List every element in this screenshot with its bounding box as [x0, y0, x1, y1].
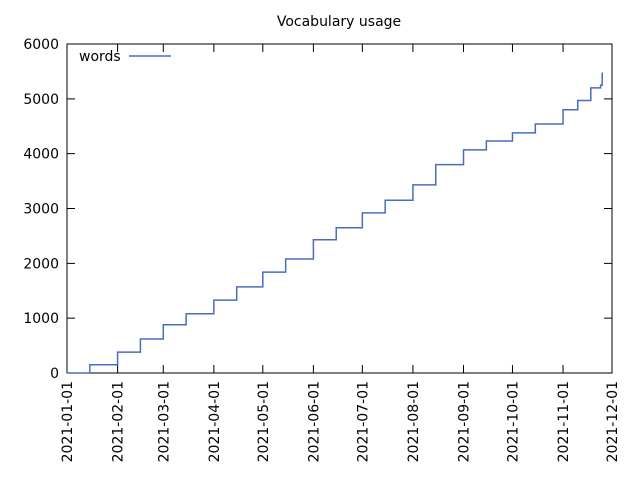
y-tick-label: 3000: [23, 202, 59, 218]
y-tick-label: 1000: [23, 311, 59, 327]
plot-border: [66, 43, 613, 374]
x-tick-label: 2021-12-01: [605, 381, 621, 462]
y-tick-label: 4000: [23, 147, 59, 163]
data-line: [67, 72, 603, 374]
legend-label: words: [79, 49, 121, 65]
x-tick-label: 2021-07-01: [355, 381, 371, 462]
x-tick-label: 2021-09-01: [457, 381, 473, 462]
x-tick-label: 2021-10-01: [505, 381, 521, 462]
x-tick-label: 2021-03-01: [156, 381, 172, 462]
x-tick-label: 2021-02-01: [111, 381, 127, 462]
x-tick-label: 2021-05-01: [256, 381, 272, 462]
x-tick-label: 2021-08-01: [406, 381, 422, 462]
y-tick-label: 0: [50, 366, 59, 382]
y-tick-label: 5000: [23, 92, 59, 108]
y-tick-label: 6000: [23, 37, 59, 53]
x-tick-label: 2021-04-01: [207, 381, 223, 462]
x-tick-label: 2021-06-01: [306, 381, 322, 462]
chart-title: Vocabulary usage: [277, 14, 401, 30]
y-tick-label: 2000: [23, 256, 59, 272]
x-tick-label: 2021-01-01: [60, 381, 76, 462]
x-tick-label: 2021-11-01: [556, 381, 572, 462]
